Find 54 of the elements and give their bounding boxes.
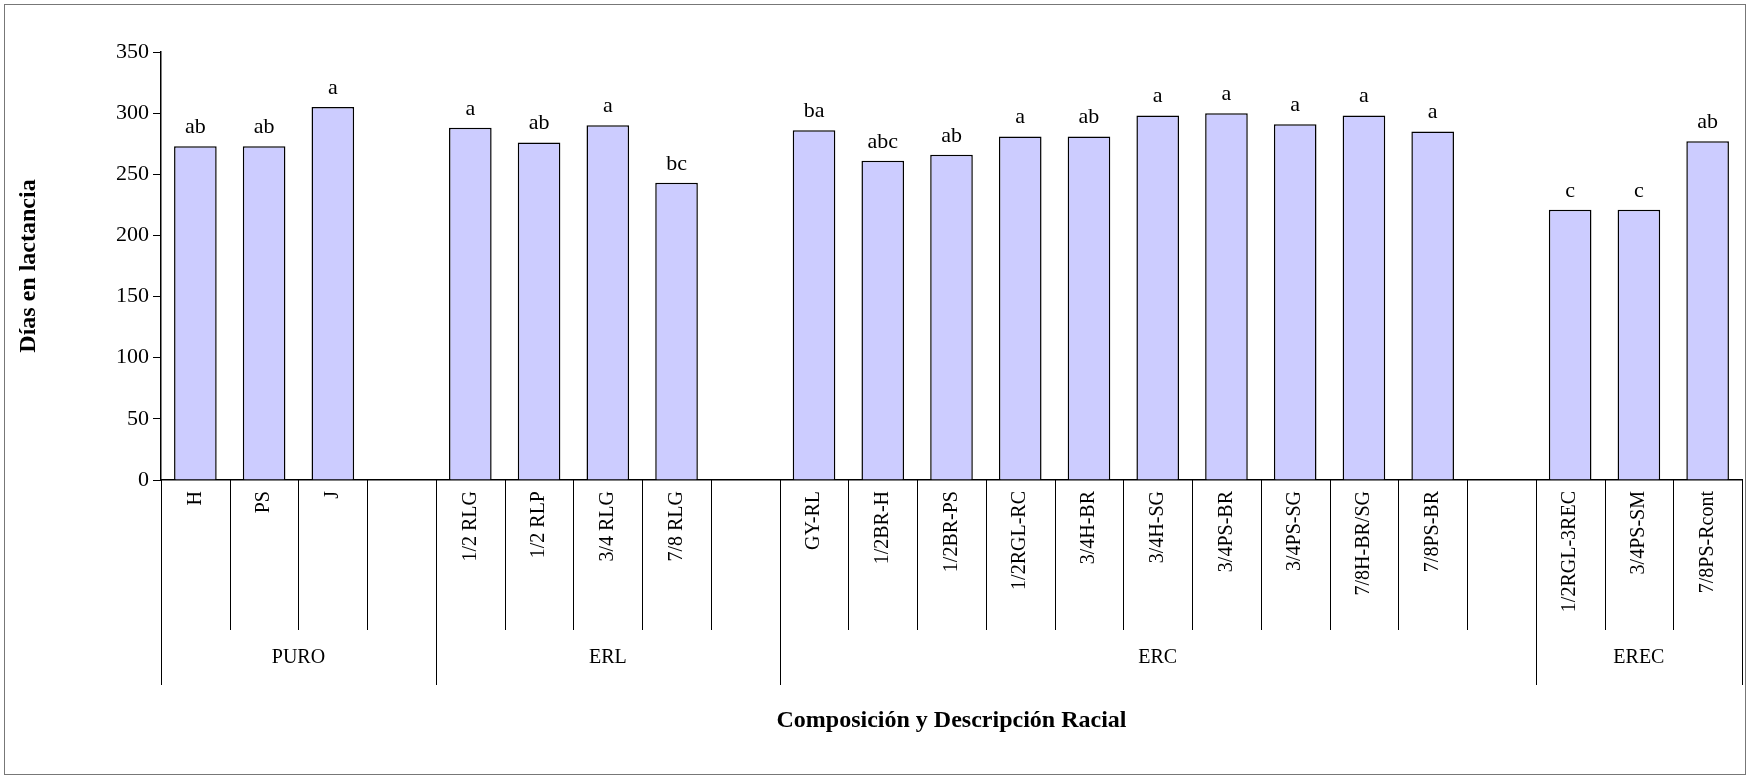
- x-tick-label: GY-RL: [801, 491, 824, 550]
- data-label: ab: [253, 112, 275, 138]
- x-tick-label: 1/2RGL-3REC: [1557, 491, 1580, 613]
- y-tick-label: 150: [116, 282, 149, 308]
- text: ERL: [588, 645, 627, 668]
- data-label: ba: [803, 97, 825, 123]
- y-tick-label: 350: [116, 37, 149, 63]
- x-tick-label: J: [320, 490, 343, 499]
- x-tick-label: 1/2 RLP: [526, 491, 549, 559]
- data-label: a: [1152, 82, 1163, 108]
- x-tick-label: 7/8PS-BR: [1419, 490, 1442, 573]
- y-tick-label: 300: [116, 98, 149, 124]
- data-label: a: [1221, 79, 1232, 105]
- x-tick-label: 1/2RGL-RC: [1007, 491, 1030, 590]
- x-tick-label: 3/4PS-SM: [1626, 490, 1649, 575]
- x-tick-label: 7/8H-BR/SG: [1351, 491, 1374, 596]
- x-tick-label: 1/2 RLG: [457, 491, 480, 562]
- x-tick-label: H: [182, 491, 205, 506]
- y-tick-label: 250: [116, 160, 149, 186]
- data-label: c: [1565, 176, 1576, 202]
- text: ERC: [1138, 645, 1178, 668]
- x-tick-label: 7/8PS-Rcont: [1694, 490, 1717, 594]
- data-label: c: [1634, 176, 1645, 202]
- data-label: a: [602, 92, 613, 118]
- data-label: ab: [941, 121, 962, 147]
- data-label: ab: [184, 112, 206, 138]
- x-tick-label: 7/8 RLG: [663, 491, 686, 562]
- x-axis-title: Composición y Descripción Racial: [776, 705, 1127, 732]
- text: EREC: [1613, 645, 1665, 668]
- x-tick-label: 3/4PS-SG: [1282, 491, 1305, 572]
- y-axis-title: Días en lactancia: [13, 179, 40, 353]
- data-label: ab: [1078, 103, 1100, 129]
- data-label: a: [327, 73, 338, 99]
- x-tick-label: 3/4PS-BR: [1213, 490, 1236, 573]
- x-tick-label: PS: [251, 491, 274, 514]
- data-label: abc: [867, 127, 899, 153]
- y-tick-label: 50: [127, 404, 149, 430]
- x-tick-label: 1/2BR-H: [870, 491, 893, 565]
- data-label: a: [465, 94, 476, 120]
- y-tick-label: 0: [138, 465, 149, 491]
- data-label: a: [1015, 103, 1026, 129]
- y-tick-label: 200: [116, 221, 149, 247]
- data-label: a: [1359, 82, 1370, 108]
- x-tick-label: 3/4H-BR: [1076, 490, 1099, 565]
- data-label: bc: [666, 149, 688, 175]
- data-label: ab: [1697, 108, 1719, 134]
- y-tick-label: 100: [116, 343, 149, 369]
- data-label: a: [1290, 90, 1301, 116]
- x-tick-label: 3/4H-SG: [1144, 491, 1167, 564]
- text: PURO: [271, 645, 326, 668]
- x-tick-label: 1/2BR-PS: [938, 491, 961, 573]
- data-label: ab: [528, 109, 550, 135]
- x-tick-label: 3/4 RLG: [595, 491, 618, 562]
- data-label: a: [1427, 98, 1438, 124]
